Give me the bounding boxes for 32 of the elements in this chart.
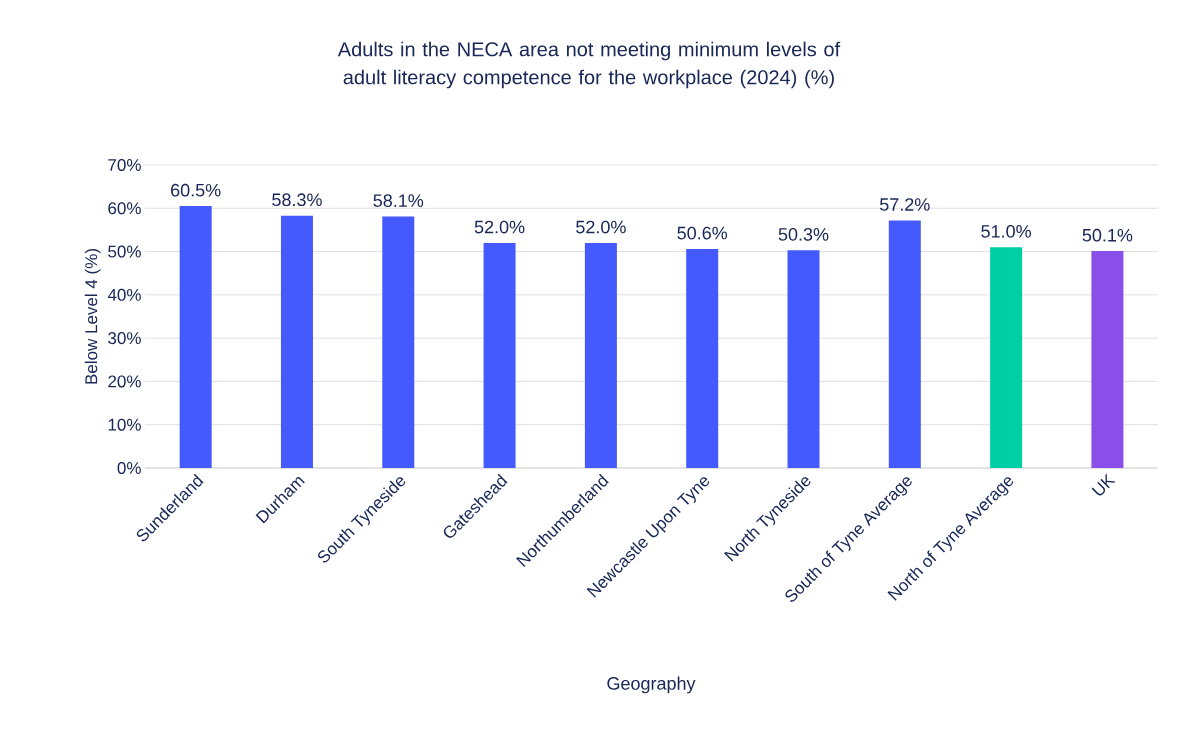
bar (382, 216, 415, 468)
bar (787, 250, 820, 468)
y-tick-label: 60% (108, 202, 141, 215)
bar (584, 242, 617, 468)
y-tick-label: 20% (108, 375, 141, 388)
data-label: 51.0% (981, 224, 1031, 238)
bar (686, 248, 719, 468)
bar (483, 242, 516, 468)
y-tick-label: 0% (117, 461, 141, 475)
chart-title: Adults in the NECA area not meeting minimum levels of adult literacy competence for the workplace (2024) (%) (337, 41, 841, 89)
x-tick-label: UK (1091, 473, 1116, 496)
data-label: 52.0% (474, 220, 525, 234)
bar (990, 247, 1023, 468)
x-axis-title: Geography (607, 676, 696, 694)
data-label: 57.2% (880, 198, 930, 211)
y-tick-label: 50% (108, 245, 141, 258)
data-label: 52.0% (576, 220, 626, 234)
y-axis-title: Below Level 4 (%) (84, 249, 101, 384)
data-label: 58.1% (373, 194, 424, 207)
bar (280, 215, 313, 468)
y-tick-label: 40% (107, 288, 141, 301)
data-label: 50.1% (1082, 228, 1133, 242)
data-label: 50.6% (677, 226, 728, 240)
bar (888, 220, 921, 468)
data-label: 58.3% (272, 193, 322, 207)
y-tick-label: 30% (108, 332, 141, 345)
data-label: 50.3% (778, 228, 829, 241)
bar (179, 206, 212, 468)
bar (1091, 251, 1124, 468)
y-tick-label: 10% (108, 418, 141, 431)
y-tick-label: 70% (108, 158, 141, 172)
data-label: 60.5% (171, 183, 221, 197)
